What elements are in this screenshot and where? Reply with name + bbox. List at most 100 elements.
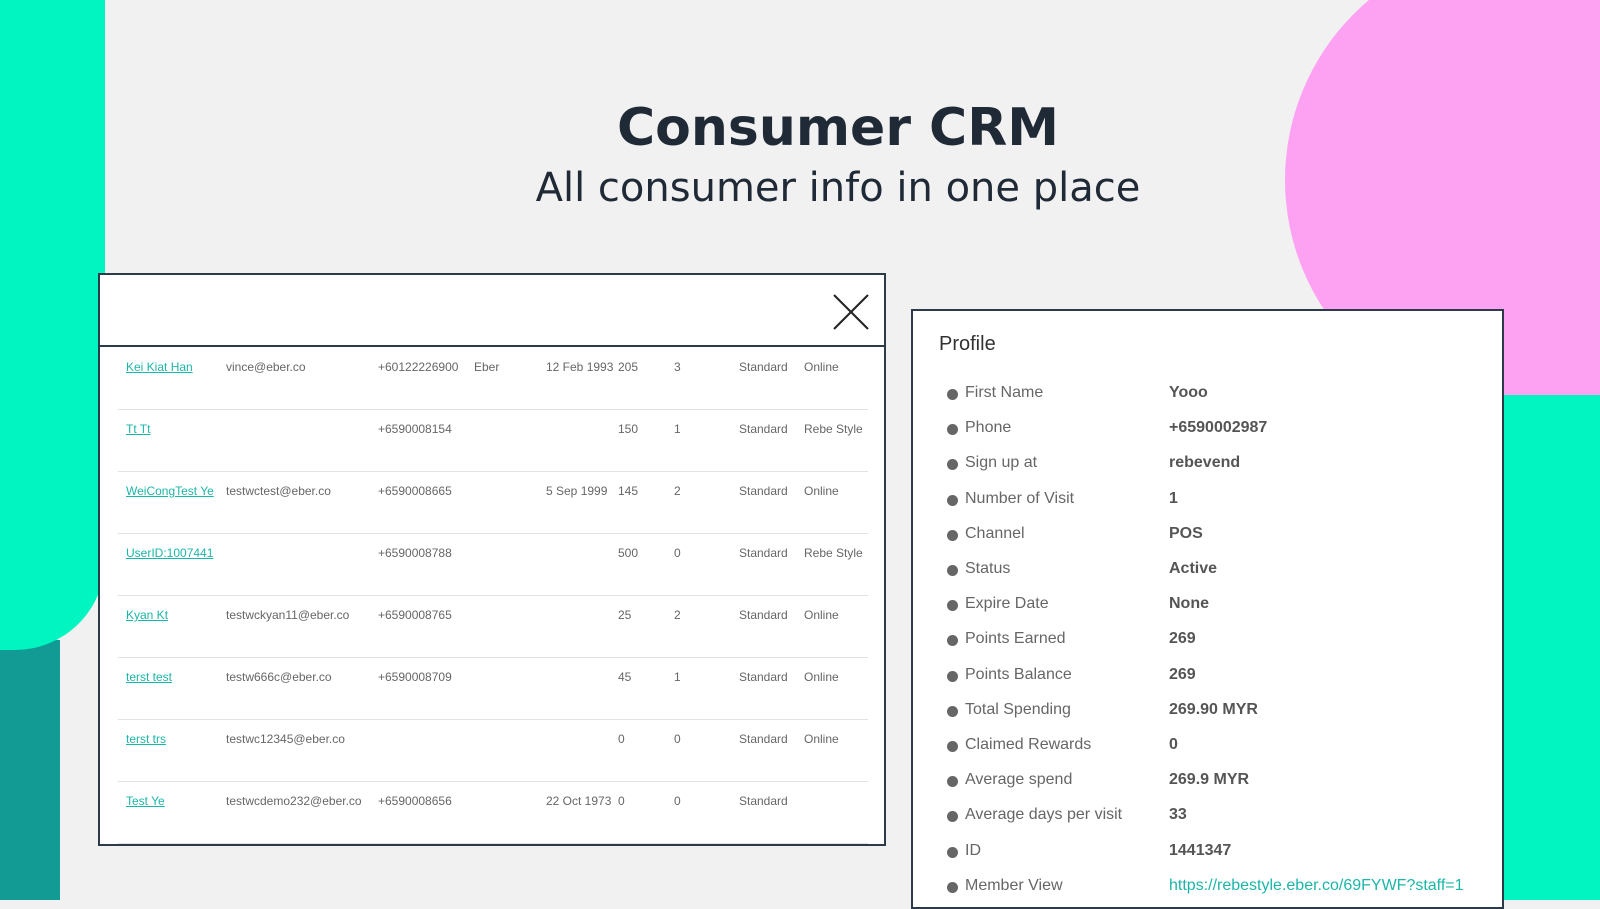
field-value[interactable]: https://rebestyle.eber.co/69FYWF?staff=1 — [1169, 876, 1464, 894]
field-icon — [947, 459, 958, 471]
visits: 1 — [674, 422, 681, 436]
tier: Standard — [739, 670, 788, 684]
field-label: Expire Date — [965, 595, 1049, 613]
field-value: 33 — [1169, 806, 1187, 824]
email: testw666c@eber.co — [226, 670, 332, 684]
page-title: Consumer CRM — [616, 98, 1060, 158]
visits: 2 — [674, 484, 681, 498]
customer-name[interactable]: terst trs — [126, 732, 167, 746]
table-row: Kei Kiat Han vince@eber.co +60122226900 Ebe… — [118, 347, 868, 410]
field-value: rebevend — [1169, 454, 1241, 472]
field-value: 1 — [1169, 489, 1178, 507]
table-row: Tt Tt +6590008154 150 1 Standard Rebe Style — [118, 409, 868, 472]
table-row: WeiCongTest Ye testwctest@eber.co +6590008… — [118, 471, 868, 534]
email: testwckyan11@eber.co — [226, 608, 350, 622]
tier: Standard — [739, 360, 788, 374]
field-label: Average days per visit — [965, 806, 1123, 824]
email: testwctest@eber.co — [226, 484, 331, 498]
customer-table: Kei Kiat Han vince@eber.co +60122226900 Ebe… — [98, 273, 886, 846]
table-row: Test Ye testwcdemo232@eber.co +6590008656 2… — [118, 781, 868, 844]
customer-name[interactable]: Tt Tt — [126, 422, 151, 436]
tier: Standard — [739, 732, 788, 746]
table-header — [100, 275, 884, 347]
channel: Online — [804, 670, 839, 684]
birthday: 22 Oct 1973 — [546, 794, 612, 808]
tier: Standard — [739, 484, 788, 498]
points: 0 — [618, 794, 625, 808]
field-label: Average spend — [965, 771, 1073, 789]
customer-name[interactable]: WeiCongTest Ye — [126, 484, 214, 498]
field-icon — [947, 776, 958, 788]
phone: +6590008154 — [378, 422, 452, 436]
field-label: Points Balance — [965, 665, 1072, 683]
channel: Online — [804, 484, 839, 498]
customer-name[interactable]: UserID:1007441 — [126, 546, 214, 560]
email: vince@eber.co — [226, 360, 306, 374]
field-value: 1441347 — [1169, 841, 1232, 859]
source: Eber — [474, 360, 500, 374]
field-icon — [947, 705, 958, 717]
phone: +6590008709 — [378, 670, 452, 684]
table-row: Kyan Kt testwckyan11@eber.co +6590008765 25… — [118, 595, 868, 658]
channel: Online — [804, 608, 839, 622]
profile-panel: Profile First Name Yooo Phone +6590002987 Si… — [911, 309, 1504, 909]
field-label: Sign up at — [965, 454, 1038, 472]
visits: 0 — [674, 546, 681, 560]
field-value: +6590002987 — [1169, 419, 1268, 437]
birthday: 12 Feb 1993 — [546, 360, 614, 374]
field-icon — [947, 494, 958, 506]
customer-name[interactable]: Test Ye — [126, 794, 165, 808]
customer-name[interactable]: Kei Kiat Han — [126, 360, 193, 374]
field-label: Channel — [965, 524, 1025, 542]
field-value: 269.9 MYR — [1169, 771, 1250, 789]
field-value: POS — [1169, 524, 1203, 542]
points: 25 — [618, 608, 632, 622]
field-value: 269 — [1169, 665, 1196, 683]
visits: 0 — [674, 732, 681, 746]
phone: +6590008656 — [378, 794, 452, 808]
channel: Rebe Style — [804, 546, 863, 560]
field-icon — [947, 600, 958, 612]
email: testwc12345@eber.co — [226, 732, 345, 746]
field-label: First Name — [965, 384, 1044, 401]
field-icon — [947, 529, 958, 541]
customer-name[interactable]: Kyan Kt — [126, 608, 169, 622]
phone: +6590008788 — [378, 546, 452, 560]
field-value: Yooo — [1169, 384, 1208, 401]
points: 150 — [618, 422, 639, 436]
field-label: Claimed Rewards — [965, 736, 1092, 753]
tier: Standard — [739, 794, 788, 808]
birthday: 5 Sep 1999 — [546, 484, 608, 498]
field-icon — [947, 565, 958, 576]
field-label: Points Earned — [965, 630, 1066, 648]
field-value: Active — [1169, 560, 1218, 577]
phone: +6590008765 — [378, 608, 452, 622]
visits: 2 — [674, 608, 681, 622]
phone: +6590008665 — [378, 484, 452, 498]
customer-name[interactable]: terst test — [126, 670, 173, 684]
points: 205 — [618, 360, 639, 374]
field-icon — [947, 424, 958, 436]
field-icon — [947, 389, 958, 400]
channel: Online — [804, 732, 839, 746]
field-label: Status — [965, 560, 1011, 577]
page-subtitle: All consumer info in one place — [535, 165, 1141, 211]
profile-title: Profile — [939, 333, 996, 355]
field-value: 0 — [1169, 736, 1178, 753]
close-button[interactable] — [832, 293, 870, 331]
field-icon — [947, 670, 958, 682]
field-icon — [947, 881, 958, 893]
field-label: Member View — [965, 876, 1063, 894]
points: 45 — [618, 670, 632, 684]
field-value: 269 — [1169, 630, 1196, 648]
field-label: Total Spending — [965, 700, 1071, 718]
tier: Standard — [739, 546, 788, 560]
points: 500 — [618, 546, 639, 560]
field-label: ID — [965, 841, 981, 859]
visits: 1 — [674, 670, 681, 684]
field-icon — [947, 741, 958, 752]
email: testwcdemo232@eber.co — [226, 794, 362, 808]
field-icon — [947, 846, 958, 858]
tier: Standard — [739, 608, 788, 622]
